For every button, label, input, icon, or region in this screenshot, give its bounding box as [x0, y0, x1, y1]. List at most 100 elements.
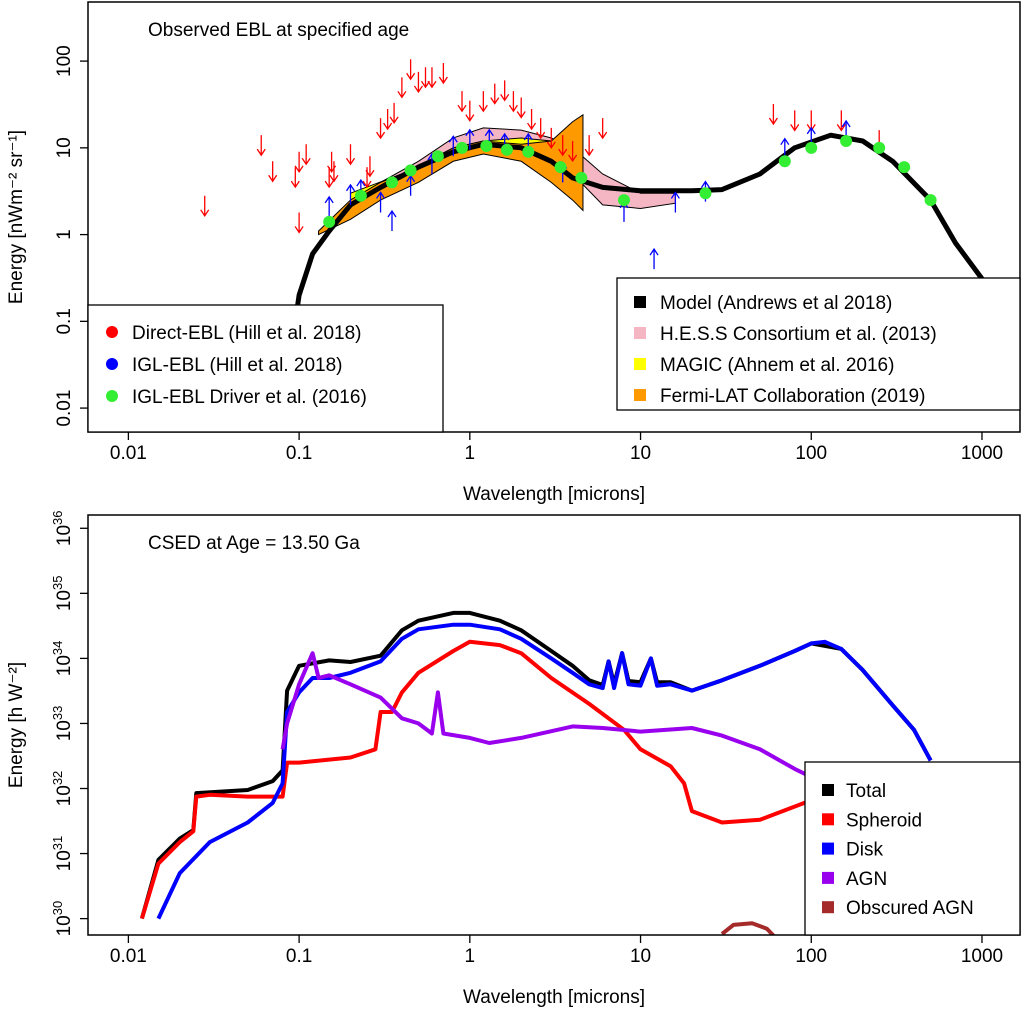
data-point: [323, 215, 336, 228]
y-tick-label: 1031: [50, 836, 75, 872]
legend-marker: [822, 901, 834, 914]
data-point: [898, 161, 911, 174]
arrow-point: [389, 102, 399, 125]
x-tick-label: 0.1: [286, 946, 312, 967]
legend-label: H.E.S.S Consortium et al. (2013): [660, 324, 937, 345]
arrow-point: [438, 63, 448, 85]
panel: 0.01 0.1 1 10 100 100010301031103210331034103…: [6, 510, 1021, 1008]
y-axis-title: Energy [h W⁻²]: [6, 662, 27, 788]
y-tick-label: 1: [54, 229, 75, 240]
plot-frame: [87, 514, 1021, 936]
arrow-point: [383, 109, 393, 131]
legend-marker: [822, 842, 834, 855]
arrow-point: [413, 71, 423, 94]
data-point: [500, 143, 513, 156]
arrow-point: [345, 144, 356, 166]
data-point: [554, 161, 567, 174]
arrow-point: [536, 118, 546, 140]
arrow-point: [324, 195, 334, 217]
arrow-point: [420, 67, 431, 89]
arrow-point: [500, 80, 510, 102]
legend-label: Total: [846, 781, 886, 802]
y-tick-label: 1030: [50, 901, 75, 937]
arrow-point: [376, 191, 386, 213]
x-tick-label: 0.1: [286, 443, 312, 464]
arrow-point: [406, 59, 416, 81]
legend-label: Obscured AGN: [846, 898, 974, 919]
data-point: [522, 145, 535, 158]
x-axis-title: Wavelength [microns]: [463, 987, 645, 1008]
data-point: [431, 150, 444, 163]
legend-marker: [822, 813, 834, 826]
data-point: [924, 194, 937, 207]
arrow-point: [387, 209, 397, 231]
tick-exponent: 35: [50, 576, 65, 590]
arrow-point: [836, 110, 846, 132]
data-point: [480, 140, 493, 153]
tick-base: 10: [54, 590, 75, 611]
legend-label: Fermi-LAT Collaboration (2019): [660, 386, 925, 407]
data-point: [840, 134, 853, 147]
arrow-point: [546, 127, 556, 150]
y-tick-label: 100: [54, 45, 75, 77]
data-point: [805, 141, 818, 154]
legend-marker: [822, 871, 834, 884]
legend-label: MAGIC (Ahnem et al. 2016): [660, 355, 894, 376]
line: [139, 639, 813, 920]
arrow-point: [457, 91, 467, 113]
tick-base: 10: [54, 785, 75, 806]
y-tick-label: 1035: [50, 576, 75, 612]
tick-exponent: 30: [50, 901, 65, 915]
x-tick-label: 100: [795, 443, 827, 464]
tick-base: 10: [54, 655, 75, 676]
legend-marker: [634, 296, 646, 308]
data-point: [617, 194, 630, 207]
annotation: CSED at Age = 13.50 Ga: [148, 533, 360, 554]
tick-base: 10: [54, 850, 75, 871]
legend-label: Model (Andrews et al 2018): [660, 293, 892, 314]
arrow-point: [670, 191, 680, 213]
x-tick-label: 10: [630, 946, 651, 967]
y-tick-label: 1032: [50, 771, 75, 807]
annotation: Observed EBL at specified age: [148, 20, 409, 41]
arrow-point: [427, 67, 437, 89]
legend-marker: [106, 390, 118, 402]
tick-exponent: 33: [50, 706, 65, 720]
x-tick-label: 1: [465, 443, 476, 464]
x-axis-title: Wavelength [microns]: [463, 484, 645, 505]
arrow-point: [345, 183, 356, 205]
legend-marker: [634, 389, 646, 401]
x-tick-label: 100: [795, 946, 827, 967]
arrow-point: [362, 167, 372, 189]
arrow-point: [508, 91, 518, 113]
y-tick-label: 1034: [50, 641, 75, 677]
arrow-point: [478, 91, 488, 113]
y-tick-label: 1036: [50, 510, 75, 546]
arrow-point: [465, 128, 475, 150]
y-tick-label: 0.01: [54, 390, 75, 427]
tick-exponent: 31: [50, 836, 65, 850]
arrow-point: [558, 135, 568, 157]
tick-exponent: 36: [50, 510, 65, 524]
y-axis-title: Energy [nWm⁻² sr⁻¹]: [6, 130, 27, 304]
y-tick-label: 0.1: [54, 308, 75, 334]
legend-box: [804, 761, 1021, 936]
arrow-point: [294, 151, 304, 173]
tick-exponent: 34: [50, 641, 65, 655]
x-tick-label: 0.01: [110, 443, 147, 464]
arrow-point: [200, 195, 210, 217]
line: [280, 651, 813, 779]
arrow-point: [268, 161, 278, 183]
arrow-point: [301, 144, 311, 166]
data-point: [873, 141, 886, 154]
arrow-point: [568, 140, 578, 163]
data-point: [385, 176, 398, 189]
arrow-point: [365, 156, 375, 178]
tick-base: 10: [54, 525, 75, 546]
x-tick-label: 1000: [961, 946, 1003, 967]
arrow-point: [584, 135, 594, 157]
tick-exponent: 32: [50, 771, 65, 785]
data-point: [456, 141, 469, 154]
tick-base: 10: [54, 720, 75, 741]
